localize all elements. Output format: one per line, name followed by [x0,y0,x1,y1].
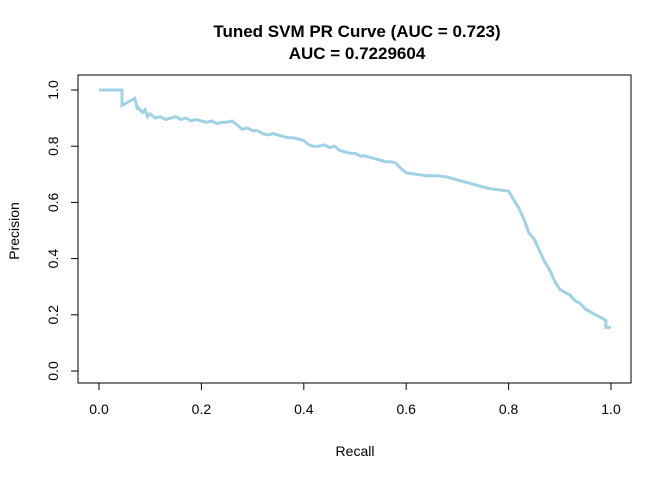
y-tick-label: 0.2 [45,305,61,325]
plot-frame [77,74,632,384]
chart-title: Tuned SVM PR Curve (AUC = 0.723) [213,22,500,41]
y-tick-label: 0.8 [45,136,61,156]
y-tick-label: 1.0 [45,80,61,100]
x-tick-label: 1.0 [601,401,621,417]
x-tick-label: 0.8 [499,401,519,417]
y-axis: 0.0 0.2 0.4 0.6 0.8 1.0 [45,80,79,381]
pr-curve-line [99,88,611,329]
x-tick-label: 0.4 [294,401,314,417]
x-tick-label: 0.6 [396,401,416,417]
chart-subtitle: AUC = 0.7229604 [289,44,426,63]
y-tick-label: 0.6 [45,192,61,212]
y-tick-label: 0.4 [45,249,61,269]
y-tick-label: 0.0 [45,361,61,381]
x-axis-label: Recall [336,443,375,459]
y-axis-label: Precision [6,202,22,260]
x-axis: 0.0 0.2 0.4 0.6 0.8 1.0 [89,382,621,417]
x-tick-label: 0.0 [89,401,109,417]
x-tick-label: 0.2 [192,401,212,417]
